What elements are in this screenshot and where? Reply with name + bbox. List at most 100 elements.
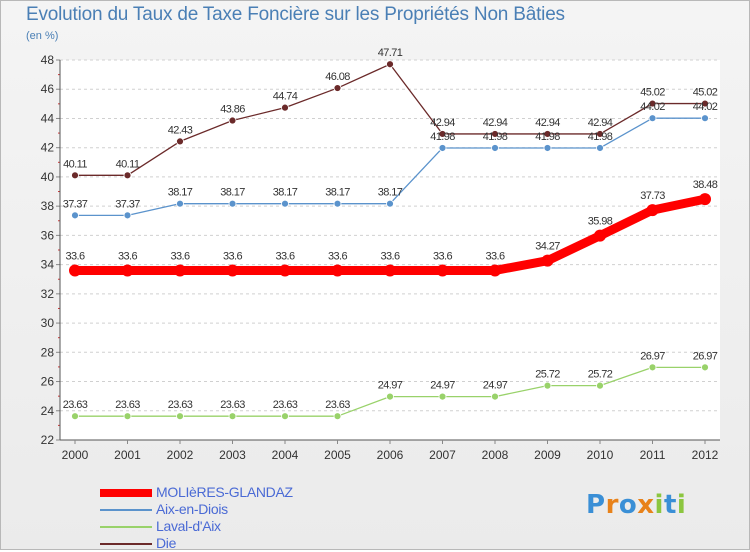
data-label: 26.97 xyxy=(640,350,665,362)
legend-swatch-die xyxy=(100,543,152,545)
data-label: 23.63 xyxy=(168,399,193,411)
data-point xyxy=(176,412,184,421)
data-label: 42.94 xyxy=(588,117,613,129)
y-tick-label: 38 xyxy=(41,199,55,213)
y-tick-label: 24 xyxy=(41,404,55,418)
data-point xyxy=(543,144,552,152)
data-point xyxy=(699,193,711,206)
data-label: 33.6 xyxy=(275,250,294,262)
data-point xyxy=(123,211,132,220)
data-point xyxy=(279,264,291,277)
data-point xyxy=(121,264,134,277)
data-label: 23.63 xyxy=(325,399,350,411)
data-point xyxy=(701,99,709,108)
data-label: 38.17 xyxy=(273,187,298,199)
legend-swatch-laval xyxy=(100,526,152,528)
data-point xyxy=(543,381,552,390)
data-label: 44.74 xyxy=(273,91,298,103)
data-label: 24.97 xyxy=(483,380,508,392)
x-tick-label: 2001 xyxy=(114,448,141,462)
data-point xyxy=(333,199,342,208)
logo-letter: P xyxy=(586,490,606,520)
x-tick-label: 2003 xyxy=(219,448,246,462)
y-tick-label: 28 xyxy=(41,345,55,359)
data-point xyxy=(701,363,709,372)
data-label: 33.6 xyxy=(118,250,137,262)
data-point xyxy=(176,137,184,146)
y-tick-label: 48 xyxy=(41,53,55,67)
plot-area xyxy=(60,60,720,440)
x-tick-label: 2000 xyxy=(62,448,89,462)
y-tick-label: 42 xyxy=(41,141,55,155)
data-label: 41.98 xyxy=(483,131,508,143)
data-label: 41.98 xyxy=(535,131,560,143)
data-point xyxy=(648,99,657,108)
data-point xyxy=(281,103,289,112)
y-tick-label: 44 xyxy=(41,111,55,125)
data-label: 47.71 xyxy=(378,47,403,59)
logo-letter: r xyxy=(605,490,619,520)
data-point xyxy=(386,199,394,208)
data-point xyxy=(438,392,447,401)
data-label: 26.97 xyxy=(693,350,718,362)
data-point xyxy=(701,114,709,123)
data-label: 42.94 xyxy=(535,117,560,129)
data-point xyxy=(543,130,552,138)
data-point xyxy=(648,363,657,372)
y-tick-label: 32 xyxy=(41,287,55,301)
x-tick-label: 2008 xyxy=(482,448,509,462)
data-label: 37.37 xyxy=(115,198,140,210)
data-point xyxy=(541,254,554,267)
data-label: 25.72 xyxy=(588,369,613,381)
x-tick-label: 2007 xyxy=(429,448,456,462)
data-point xyxy=(333,84,342,92)
data-point xyxy=(491,130,499,138)
data-label: 45.02 xyxy=(693,87,718,99)
data-point xyxy=(386,392,394,401)
x-tick-label: 2009 xyxy=(534,448,561,462)
data-label: 42.94 xyxy=(483,117,508,129)
data-label: 35.98 xyxy=(588,216,613,228)
data-label: 33.6 xyxy=(65,250,84,262)
data-label: 40.11 xyxy=(116,158,140,170)
data-label: 33.6 xyxy=(170,250,189,262)
y-tick-label: 26 xyxy=(41,375,55,389)
data-point xyxy=(174,264,186,277)
data-point xyxy=(438,130,447,138)
data-point xyxy=(491,144,499,152)
logo-letter: x xyxy=(637,490,655,520)
data-label: 43.86 xyxy=(220,104,245,116)
data-label: 23.63 xyxy=(115,399,140,411)
data-label: 38.17 xyxy=(378,187,403,199)
data-point xyxy=(176,199,184,208)
data-point xyxy=(596,381,604,390)
x-tick-label: 2002 xyxy=(167,448,194,462)
legend-swatch-molieres xyxy=(100,489,152,497)
proxiti-logo: Proxiti xyxy=(586,490,686,520)
y-tick-label: 46 xyxy=(41,82,55,96)
chart-title: Evolution du Taux de Taxe Foncière sur l… xyxy=(26,4,565,25)
data-label: 41.98 xyxy=(588,131,613,143)
data-label: 44.02 xyxy=(693,101,718,113)
data-label: 24.97 xyxy=(430,380,455,392)
data-label: 33.6 xyxy=(433,250,452,262)
data-label: 44.02 xyxy=(640,101,665,113)
legend-label-molieres: MOLIèRES-GLANDAZ xyxy=(156,484,293,500)
data-point xyxy=(596,130,604,138)
logo-letter: i xyxy=(654,490,664,520)
data-point xyxy=(438,144,447,152)
x-tick-label: 2011 xyxy=(640,448,666,462)
x-tick-label: 2005 xyxy=(324,448,351,462)
data-point xyxy=(384,264,396,277)
legend-swatch-aix xyxy=(100,509,152,511)
legend-label-die: Die xyxy=(156,535,177,551)
data-label: 23.63 xyxy=(63,399,88,411)
data-point xyxy=(646,204,659,217)
data-point xyxy=(226,264,239,277)
data-label: 37.37 xyxy=(63,198,88,210)
data-point xyxy=(436,264,449,277)
data-label: 42.94 xyxy=(430,117,455,129)
data-label: 38.48 xyxy=(693,179,718,191)
data-point xyxy=(281,199,289,208)
